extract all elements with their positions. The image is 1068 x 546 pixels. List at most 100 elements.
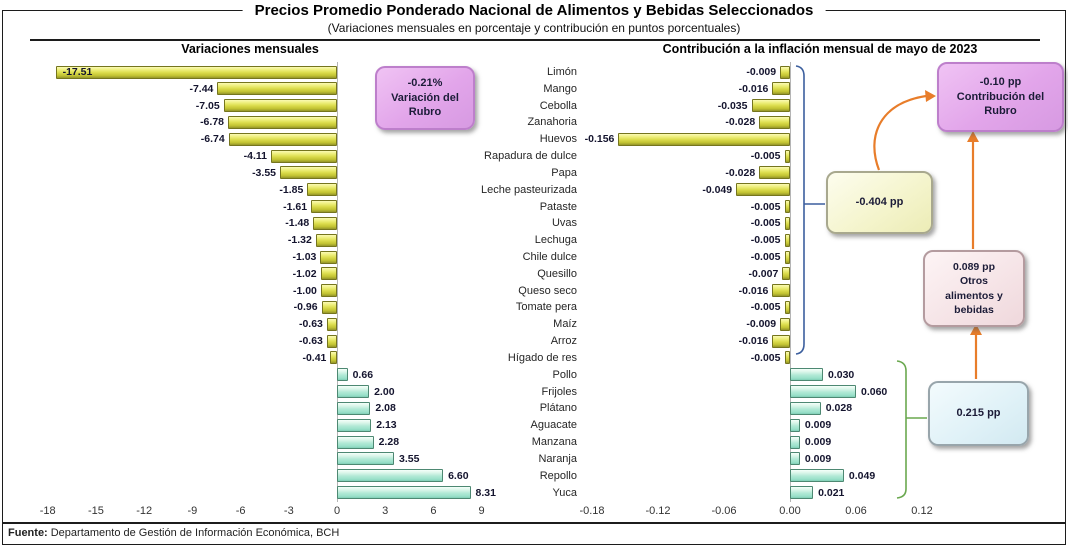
contribution-value-label: -0.005 bbox=[750, 150, 781, 163]
left-axis-tick: -15 bbox=[87, 505, 104, 517]
variation-bar bbox=[228, 132, 337, 146]
variation-value-label: 3.55 bbox=[399, 452, 420, 465]
callout-line: 0.089 pp bbox=[952, 261, 996, 274]
variation-value-label: -1.48 bbox=[285, 217, 310, 230]
variation-value-label: 6.60 bbox=[448, 469, 469, 482]
variation-value-label: -17.51 bbox=[62, 66, 93, 78]
contribution-value-label: -0.007 bbox=[748, 267, 779, 280]
contribution-bar bbox=[790, 486, 814, 499]
contribution-bar bbox=[780, 317, 790, 331]
right-chart-zero-axis bbox=[790, 62, 791, 502]
variation-value-label: 8.31 bbox=[475, 486, 496, 499]
otros-alimentos-callout: 0.089 pp Otros alimentos y bebidas bbox=[923, 250, 1025, 327]
contribution-value-label: 0.060 bbox=[861, 385, 888, 398]
variation-bar bbox=[337, 368, 348, 382]
contribution-value-label: -0.009 bbox=[746, 66, 777, 78]
callout-line: -0.21% bbox=[407, 76, 443, 89]
category-label: Zanahoria bbox=[527, 116, 577, 129]
variation-bar bbox=[271, 149, 337, 163]
variation-value-label: -4.11 bbox=[243, 150, 267, 163]
contribution-bar bbox=[784, 149, 790, 163]
variation-bar bbox=[280, 166, 337, 180]
contribution-value-label: 0.030 bbox=[828, 368, 855, 381]
contribution-value-label: 0.028 bbox=[825, 402, 853, 415]
right-axis-tick: 0.00 bbox=[779, 505, 801, 517]
contribution-value-label: -0.005 bbox=[750, 301, 781, 314]
contribution-value-label: -0.005 bbox=[750, 251, 781, 264]
contribution-value-label: 0.009 bbox=[804, 436, 832, 449]
variation-value-label: -0.96 bbox=[293, 301, 318, 314]
variation-bar bbox=[321, 301, 337, 314]
chart-title: Precios Promedio Ponderado Nacional de A… bbox=[242, 0, 826, 21]
contribution-value-label: -0.049 bbox=[702, 183, 733, 196]
variation-bar bbox=[320, 267, 337, 281]
left-axis-tick: -9 bbox=[187, 505, 198, 517]
callout-line: -0.10 pp bbox=[979, 75, 1022, 88]
category-label: Hígado de res bbox=[507, 351, 577, 364]
callout-line: -0.404 pp bbox=[855, 196, 904, 209]
contribution-value-label: -0.005 bbox=[750, 200, 781, 213]
variation-value-label: 2.28 bbox=[378, 436, 400, 449]
variation-bar bbox=[337, 385, 370, 399]
variation-bar bbox=[337, 418, 372, 432]
category-label: Frijoles bbox=[541, 385, 577, 398]
category-label: Naranja bbox=[538, 452, 577, 465]
contribution-bar bbox=[618, 132, 790, 146]
source-label: Fuente: bbox=[8, 527, 48, 539]
right-axis-tick: -0.06 bbox=[711, 505, 737, 517]
variation-value-label: -0.63 bbox=[298, 318, 323, 331]
category-label: Maíz bbox=[553, 318, 577, 331]
contribution-value-label: 0.049 bbox=[848, 469, 876, 482]
variation-value-label: -1.85 bbox=[279, 183, 304, 196]
variation-value-label: -1.61 bbox=[283, 200, 308, 213]
category-label: Rapadura de dulce bbox=[484, 150, 577, 163]
right-axis-tick: -0.12 bbox=[645, 505, 671, 517]
variation-bar bbox=[337, 435, 374, 449]
variation-value-label: -6.74 bbox=[200, 133, 225, 146]
left-chart-zero-axis bbox=[337, 62, 338, 502]
variation-bar bbox=[320, 284, 337, 298]
right-panel-header: Contribución a la inflación mensual de m… bbox=[662, 42, 978, 56]
contribution-value-label: 0.009 bbox=[804, 419, 832, 432]
footer-divider bbox=[2, 522, 1066, 524]
contribution-bar bbox=[784, 200, 790, 214]
variation-value-label: 2.13 bbox=[376, 419, 397, 432]
contribution-bar bbox=[772, 82, 790, 96]
contribution-bar bbox=[751, 99, 790, 113]
contribution-value-label: -0.005 bbox=[750, 234, 781, 247]
left-axis-tick: 9 bbox=[478, 505, 485, 517]
left-axis-tick: -3 bbox=[283, 505, 294, 517]
contribution-value-label: -0.009 bbox=[746, 318, 777, 331]
category-label: Quesillo bbox=[537, 267, 577, 280]
variation-value-label: 0.66 bbox=[352, 368, 374, 381]
category-label: Leche pasteurizada bbox=[480, 183, 577, 196]
contribution-bar bbox=[790, 385, 856, 399]
variation-value-label: -7.05 bbox=[195, 99, 220, 112]
contribution-bar bbox=[790, 469, 844, 483]
figure-border bbox=[2, 10, 1066, 545]
category-label: Mango bbox=[543, 82, 577, 95]
callout-line: Rubro bbox=[984, 105, 1017, 118]
contribution-value-label: -0.028 bbox=[725, 116, 756, 129]
category-label: Lechuga bbox=[534, 234, 577, 247]
contribution-bar bbox=[759, 166, 790, 180]
contribution-bar bbox=[790, 435, 800, 449]
category-label: Queso seco bbox=[518, 284, 577, 297]
contribution-value-label: -0.028 bbox=[725, 166, 756, 179]
contribution-value-label: -0.005 bbox=[750, 351, 781, 364]
contribution-bar bbox=[784, 301, 790, 314]
callout-line: Otros bbox=[959, 275, 988, 288]
variation-value-label: -1.32 bbox=[287, 234, 312, 247]
contribution-value-label: -0.156 bbox=[584, 133, 615, 146]
variation-bar bbox=[315, 233, 337, 247]
variation-bar bbox=[311, 200, 337, 214]
category-label: Pollo bbox=[552, 368, 577, 381]
source-note: Fuente: Departamento de Gestión de Inform… bbox=[8, 527, 339, 539]
variation-bar bbox=[326, 317, 337, 331]
contribution-bar bbox=[780, 65, 790, 79]
category-label: Uvas bbox=[551, 217, 577, 230]
contribution-bar bbox=[790, 452, 800, 466]
variation-bar bbox=[55, 65, 337, 79]
contribution-bar bbox=[784, 250, 790, 264]
